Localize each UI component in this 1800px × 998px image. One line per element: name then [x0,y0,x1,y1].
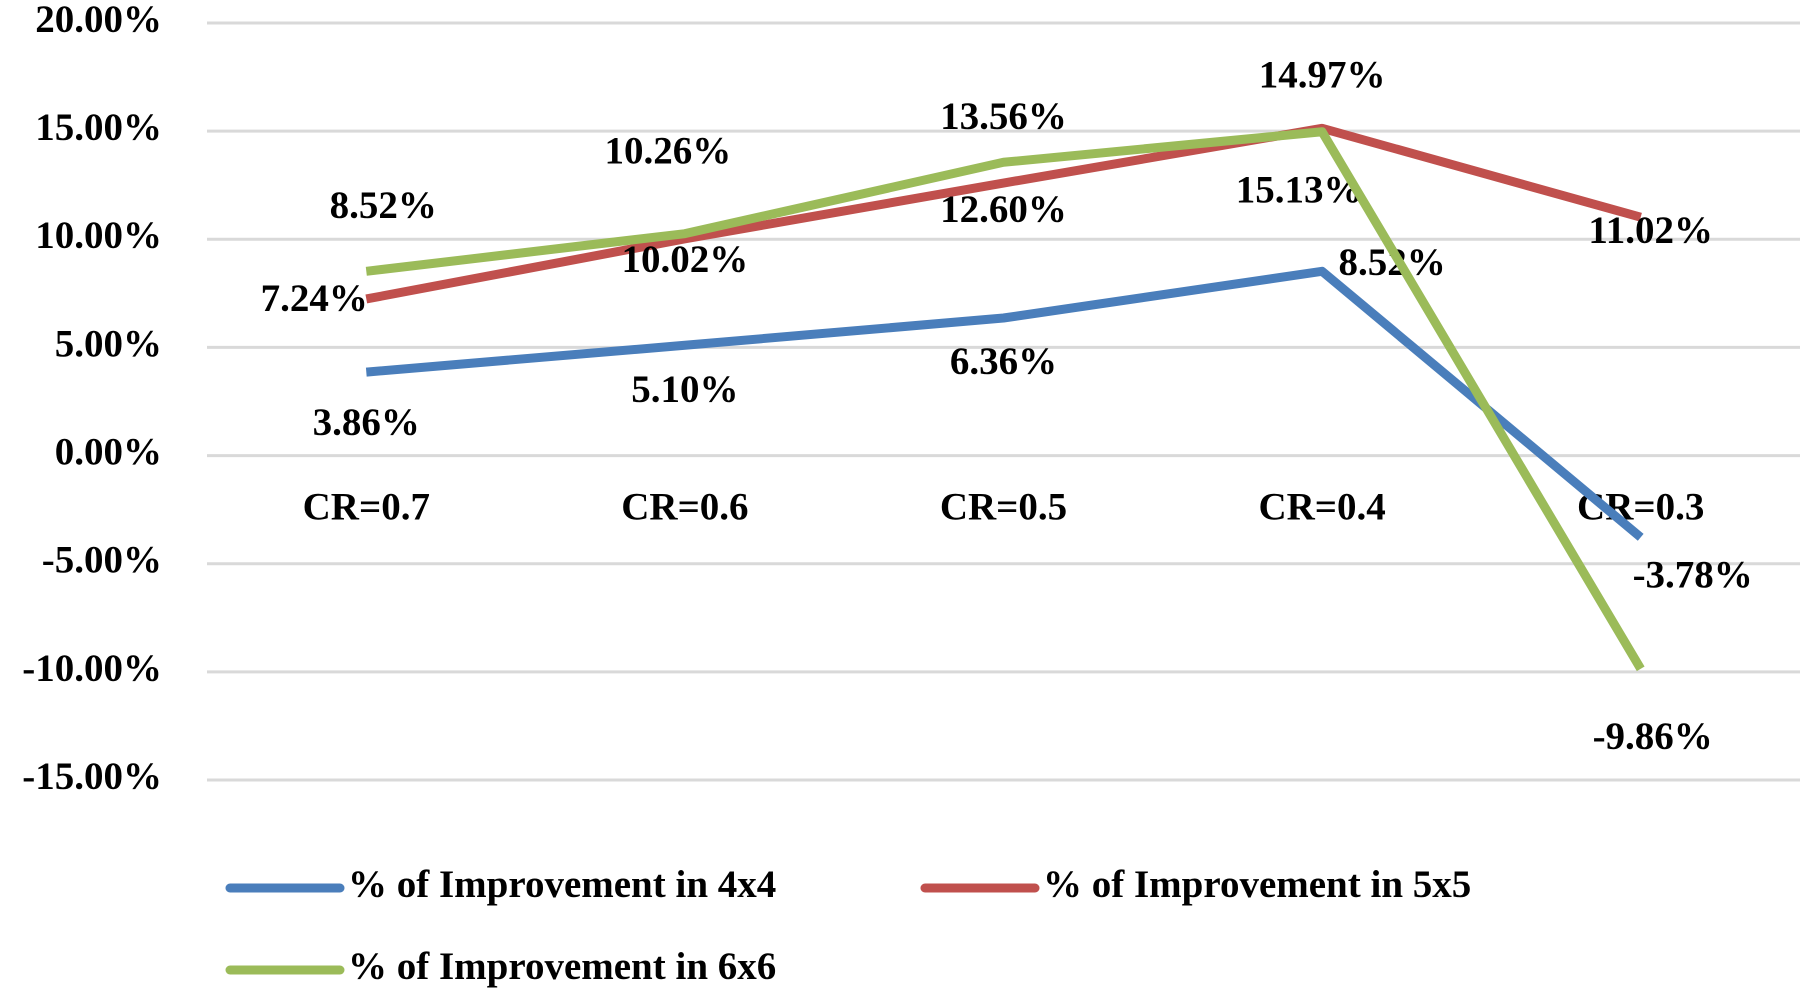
data-label: 7.24% [261,277,368,320]
x-tick-label: CR=0.4 [1258,486,1385,529]
y-tick-label: 10.00% [35,214,162,257]
data-label: 3.86% [313,401,420,444]
data-line [365,266,1644,541]
data-label: 10.02% [622,238,749,281]
data-label: 14.97% [1259,54,1386,97]
data-label: 13.56% [940,95,1067,138]
data-label: -3.78% [1633,553,1753,596]
data-label: 5.10% [631,368,738,411]
y-tick-label: 0.00% [55,431,162,474]
data-line [365,127,1645,672]
legend-label: % of Improvement in 4x4 [348,863,776,906]
x-tick-label: CR=0.3 [1577,486,1704,529]
y-tick-label: -10.00% [22,647,162,690]
data-label: 10.26% [605,130,732,173]
legend-label: % of Improvement in 6x6 [348,945,776,988]
data-label: 8.52% [330,184,437,227]
y-tick-label: 20.00% [35,0,162,41]
data-label: 6.36% [950,340,1057,383]
data-label: 12.60% [940,188,1067,231]
data-label: 15.13% [1236,168,1363,211]
x-tick-label: CR=0.7 [303,486,430,529]
y-tick-label: 15.00% [35,106,162,149]
data-label: 11.02% [1588,209,1713,252]
legend-label: % of Improvement in 5x5 [1043,863,1471,906]
y-tick-label: -15.00% [22,755,162,798]
y-tick-label: -5.00% [42,539,162,582]
data-line [365,123,1642,304]
x-tick-label: CR=0.6 [621,486,748,529]
x-tick-label: CR=0.5 [940,486,1067,529]
data-label: -9.86% [1593,715,1713,758]
y-tick-label: 5.00% [55,322,162,365]
